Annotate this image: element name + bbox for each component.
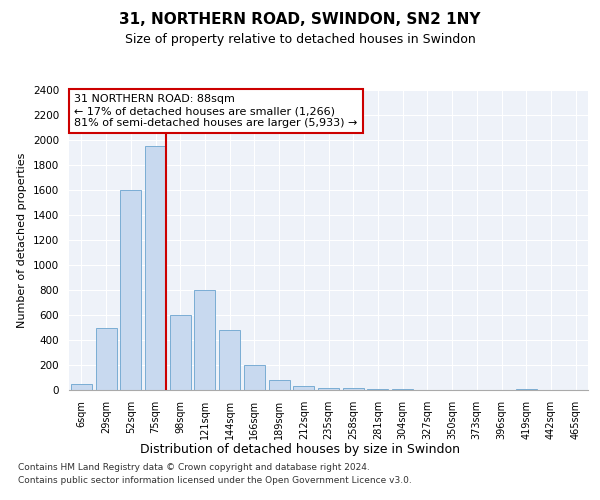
Text: Contains public sector information licensed under the Open Government Licence v3: Contains public sector information licen… — [18, 476, 412, 485]
Text: Size of property relative to detached houses in Swindon: Size of property relative to detached ho… — [125, 32, 475, 46]
Bar — [244, 365, 265, 390]
Bar — [269, 380, 290, 390]
Text: 31 NORTHERN ROAD: 88sqm
← 17% of detached houses are smaller (1,266)
81% of semi: 31 NORTHERN ROAD: 88sqm ← 17% of detache… — [74, 94, 358, 128]
Bar — [170, 315, 191, 390]
Y-axis label: Number of detached properties: Number of detached properties — [17, 152, 28, 328]
Bar — [318, 388, 339, 390]
Text: Distribution of detached houses by size in Swindon: Distribution of detached houses by size … — [140, 442, 460, 456]
Bar — [71, 384, 92, 390]
Bar — [194, 290, 215, 390]
Bar — [219, 330, 240, 390]
Bar — [145, 146, 166, 390]
Bar — [367, 389, 388, 390]
Bar — [343, 388, 364, 390]
Bar — [293, 386, 314, 390]
Bar — [95, 328, 116, 390]
Text: Contains HM Land Registry data © Crown copyright and database right 2024.: Contains HM Land Registry data © Crown c… — [18, 462, 370, 471]
Text: 31, NORTHERN ROAD, SWINDON, SN2 1NY: 31, NORTHERN ROAD, SWINDON, SN2 1NY — [119, 12, 481, 28]
Bar — [120, 190, 141, 390]
Bar — [516, 389, 537, 390]
